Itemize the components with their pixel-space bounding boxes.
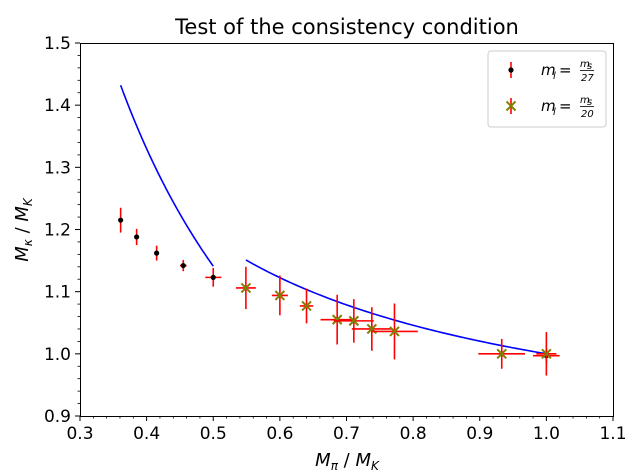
legend-marker [505,100,517,112]
x-tick-label: 0.6 [266,424,293,444]
y-axis-label: Mκ / MK [12,197,35,262]
svg-text:Mκ / MK: Mκ / MK [12,197,35,262]
y-tick-label: 1.2 [44,221,71,241]
x-tick-label: 0.7 [333,424,360,444]
chart-title: Test of the consistency condition [174,15,519,39]
plot-area [118,84,560,376]
x-tick-label: 1.1 [599,424,626,444]
data-point [331,314,343,325]
svg-text:s: s [587,97,592,108]
legend-box [487,50,607,128]
y-tick-label: 1.3 [44,158,71,178]
y-tick-label: 1.0 [44,345,71,365]
svg-text:s: s [587,61,592,72]
svg-text:20: 20 [581,109,594,120]
x-tick-label: 0.9 [466,424,493,444]
svg-text:m: m [580,59,590,70]
x-tick-label: 0.5 [200,424,227,444]
data-point [348,315,360,327]
data-point [118,217,124,223]
fit-curve-high [245,259,547,355]
svg-text:m: m [580,95,590,106]
svg-text:=: = [559,97,572,115]
y-tick-label: 1.4 [44,96,71,116]
x-tick-label: 0.8 [400,424,427,444]
svg-text:l: l [553,71,556,82]
x-axis: 0.3 0.4 0.5 0.6 0.7 0.8 0.9 1.0 1.1 [66,416,627,444]
data-point [301,300,312,312]
series-1 [118,207,560,364]
data-point [496,348,507,360]
data-point [541,348,552,360]
data-point [274,290,286,301]
x-tick-label: 0.3 [66,424,93,444]
data-point [389,326,400,337]
x-tick-label: 0.4 [133,424,160,444]
fit-curve-low [119,84,214,267]
svg-text:Mπ / MK: Mπ / MK [315,450,380,473]
y-tick-label: 1.1 [44,283,71,303]
y-tick-label: 1.5 [44,34,71,54]
y-tick-label: 0.9 [44,407,71,427]
data-point [210,274,216,280]
svg-text:l: l [553,107,556,118]
x-axis-label: Mπ / MK [315,450,380,473]
svg-text:m: m [541,61,556,79]
data-point [134,234,140,240]
legend-marker [508,67,514,73]
svg-text:=: = [559,61,572,79]
x-tick-label: 1.0 [533,424,560,444]
series-2 [235,266,557,376]
svg-text:27: 27 [581,73,594,84]
data-point [240,282,252,294]
svg-text:m: m [541,97,556,115]
data-point [154,250,160,256]
data-point [180,262,186,269]
y-axis: 0.9 1.0 1.1 1.2 1.3 1.4 1.5 [44,34,80,427]
